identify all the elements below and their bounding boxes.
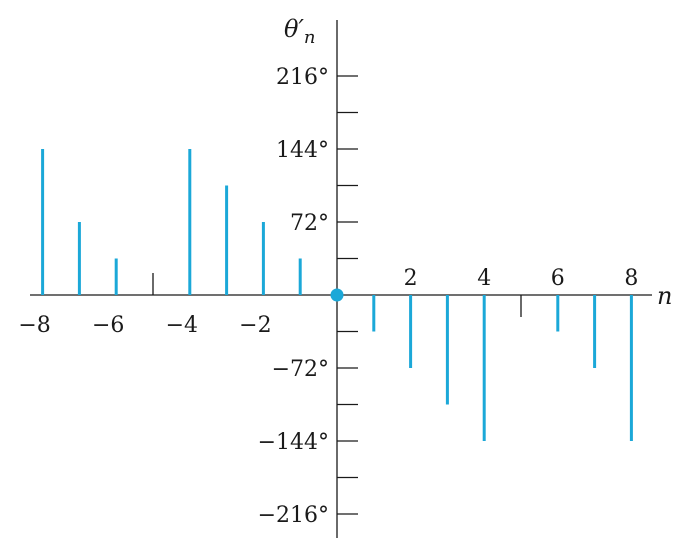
y-tick-label--144: −144°: [258, 430, 329, 455]
y-tick-label-216: 216°: [276, 65, 329, 90]
y-tick-label--216: −216°: [258, 503, 329, 528]
y-axis-title-subscript: n: [304, 27, 316, 48]
x-tick-label-2: 2: [404, 266, 418, 291]
x-tick-label--8: −8: [18, 313, 50, 338]
y-ticks: [337, 75, 358, 515]
zero-value-ticks: [152, 273, 522, 317]
stems: [41, 149, 633, 441]
y-tick-label-144: 144°: [276, 138, 329, 163]
x-tick-label--4: −4: [166, 313, 198, 338]
x-axis-title: n: [657, 282, 672, 310]
y-tick-labels: 216° 144° 72° −72° −144° −216°: [258, 65, 329, 528]
x-tick-label--6: −6: [92, 313, 124, 338]
y-tick-label--72: −72°: [272, 357, 329, 382]
y-axis-title: θ′n: [284, 15, 316, 48]
stem-dot-n0: [330, 288, 344, 302]
x-tick-label-4: 4: [477, 266, 491, 291]
x-tick-label-6: 6: [551, 266, 565, 291]
y-tick-label-72: 72°: [290, 211, 329, 236]
x-tick-labels: −8 −6 −4 −2 2 4 6 8: [18, 266, 638, 338]
y-axis-title-main: θ′: [284, 15, 304, 43]
x-tick-label--2: −2: [239, 313, 271, 338]
x-tick-label-8: 8: [624, 266, 638, 291]
